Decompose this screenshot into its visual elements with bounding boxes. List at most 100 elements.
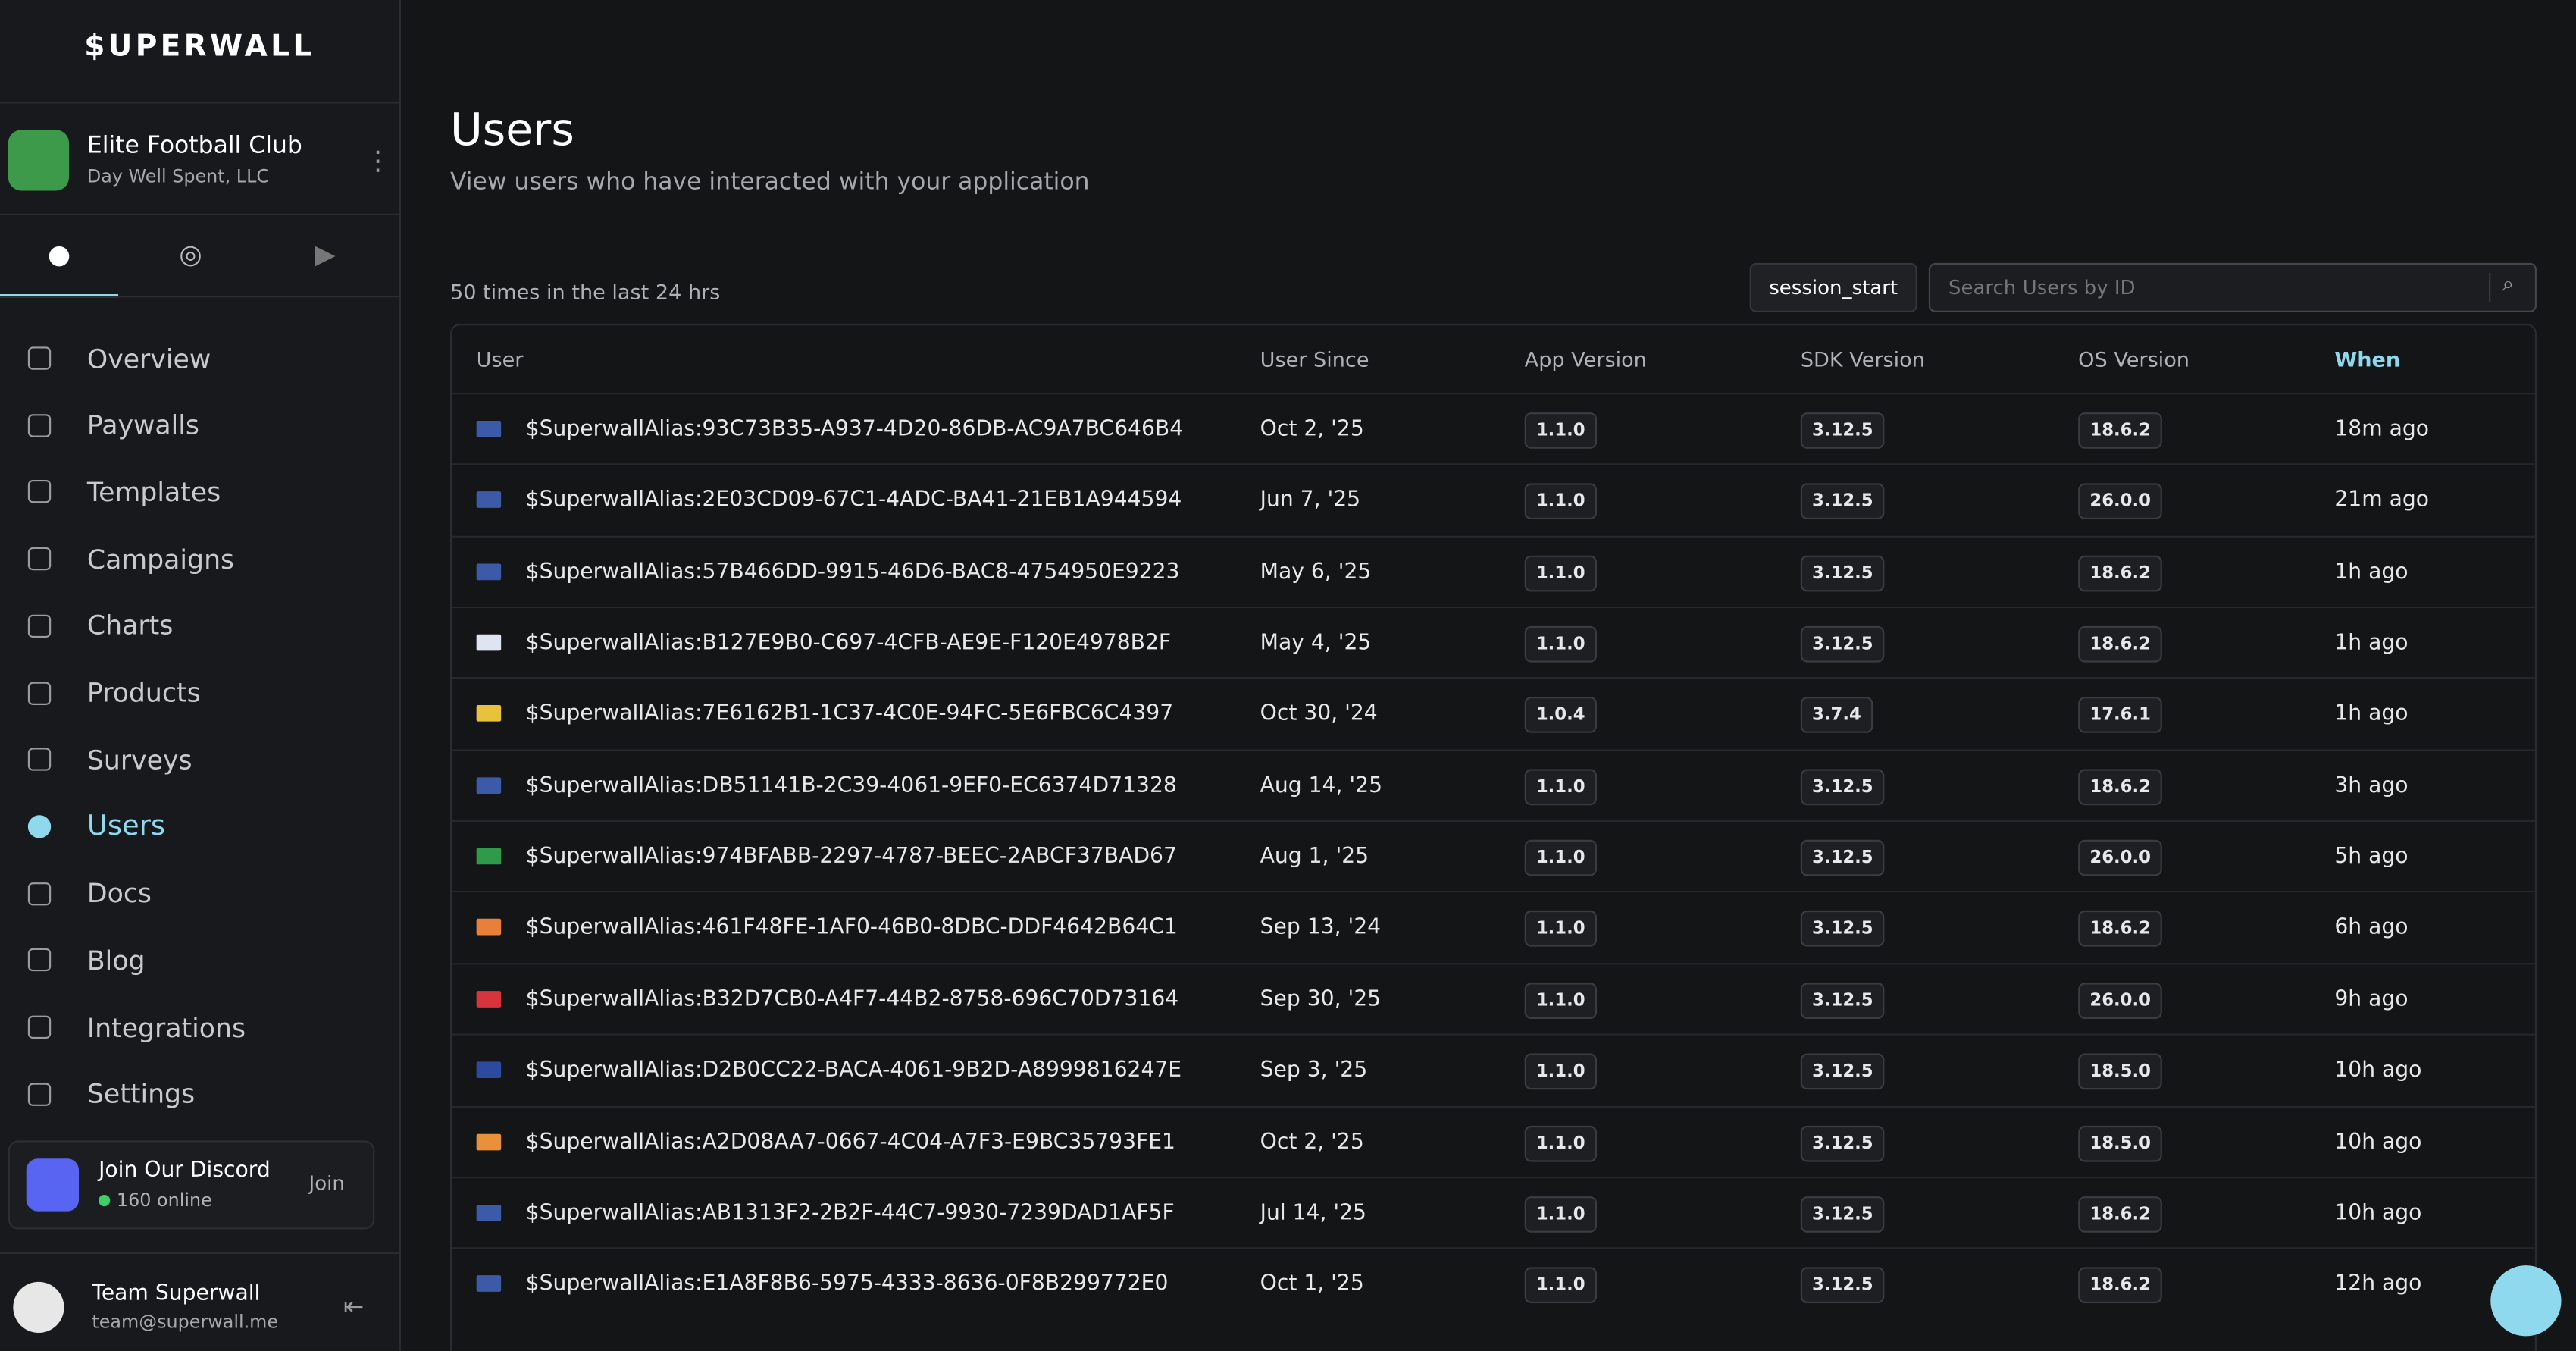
nav-item[interactable]: Blog	[0, 931, 399, 990]
event-filter[interactable]: session_start	[1749, 262, 1917, 312]
logout[interactable]: ⇤	[343, 1291, 365, 1321]
column-header[interactable]: When	[2334, 346, 2401, 371]
version-badge: 18.5.0	[2078, 1124, 2163, 1161]
nav-item[interactable]: Campaigns	[0, 529, 399, 588]
nav-item[interactable]: Products	[0, 663, 399, 723]
nav-label: Products	[86, 677, 201, 709]
table-row[interactable]: $SuperwallAlias:D2B0CC22-BACA-4061-9B2D-…	[452, 1033, 2535, 1106]
version-badge: 1.1.0	[1524, 839, 1597, 876]
user-id: $SuperwallAlias:E1A8F8B6-5975-4333-8636-…	[525, 1272, 1169, 1297]
version-badge: 3.12.5	[1800, 484, 1885, 520]
version-badge: 1.1.0	[1524, 1196, 1597, 1233]
nav-item[interactable]: Settings	[0, 1064, 399, 1124]
discord-join[interactable]: Join	[308, 1171, 345, 1195]
platform-android[interactable]: ▶	[315, 238, 336, 270]
version-badge: 1.1.0	[1524, 626, 1597, 663]
nav-label: Settings	[86, 1078, 196, 1110]
table-row[interactable]: $SuperwallAlias:7E6162B1-1C37-4C0E-94FC-…	[452, 677, 2535, 750]
nav-item[interactable]: Overview	[0, 329, 399, 388]
country-flag	[476, 563, 502, 580]
page-title: Users	[449, 105, 574, 156]
country-flag	[476, 634, 502, 651]
table-row[interactable]: $SuperwallAlias:B32D7CB0-A4F7-44B2-8758-…	[452, 962, 2535, 1035]
user-since: May 4, '25	[1260, 631, 1372, 657]
when: 10h ago	[2334, 1130, 2422, 1155]
table-row[interactable]: $SuperwallAlias:AB1313F2-2B2F-44C7-9930-…	[452, 1176, 2535, 1249]
sidebar: $UPERWALL Elite Football Club Day Well S…	[0, 0, 401, 1351]
nav-label: Blog	[86, 945, 146, 976]
user-since: Jul 14, '25	[1260, 1201, 1367, 1226]
app-name[interactable]: Elite Football Club	[86, 133, 302, 160]
users-table: User User Since App Version SDK Version OS V…	[449, 324, 2537, 1351]
discord-card[interactable]: Join Our Discord 160 online Join	[8, 1140, 375, 1230]
user-id: $SuperwallAlias:D2B0CC22-BACA-4061-9B2D-…	[525, 1058, 1182, 1083]
user-id: $SuperwallAlias:93C73B35-A937-4D20-86DB-…	[525, 417, 1184, 443]
user-id: $SuperwallAlias:B127E9B0-C697-4CFB-AE9E-…	[525, 631, 1172, 657]
nav-item[interactable]: Charts	[0, 596, 399, 655]
version-badge: 18.6.2	[2078, 626, 2163, 663]
nav-icon	[27, 1015, 52, 1039]
platform-ios[interactable]: ●	[0, 215, 119, 298]
version-badge: 3.12.5	[1800, 839, 1885, 876]
version-badge: 3.12.5	[1800, 1124, 1885, 1161]
user-since: Aug 14, '25	[1260, 773, 1383, 798]
avatar	[13, 1281, 64, 1334]
user-since: Sep 13, '24	[1260, 916, 1382, 941]
version-badge: 1.1.0	[1524, 982, 1597, 1019]
version-badge: 3.12.5	[1800, 412, 1885, 449]
search-icon[interactable]: ⌕	[2502, 272, 2515, 298]
version-badge: 3.12.5	[1800, 626, 1885, 663]
when: 1h ago	[2334, 560, 2409, 585]
version-badge: 18.6.2	[2078, 768, 2163, 805]
country-flag	[476, 420, 502, 437]
table-row[interactable]: $SuperwallAlias:2E03CD09-67C1-4ADC-BA41-…	[452, 464, 2535, 536]
table-row[interactable]: $SuperwallAlias:A2D08AA7-0667-4C04-A7F3-…	[452, 1105, 2535, 1177]
column-header: SDK Version	[1800, 346, 1925, 371]
version-badge: 18.6.2	[2078, 412, 2163, 449]
nav-label: Charts	[86, 610, 174, 642]
nav-label: Surveys	[86, 744, 192, 776]
user-id: $SuperwallAlias:461F48FE-1AF0-46B0-8DBC-…	[525, 916, 1178, 941]
search-box[interactable]: Search Users by ID ⌕	[1928, 262, 2537, 312]
chat-button[interactable]	[2490, 1265, 2562, 1337]
country-flag	[476, 776, 502, 794]
nav-item[interactable]: Surveys	[0, 730, 399, 789]
user-since: Oct 30, '24	[1260, 702, 1378, 727]
version-badge: 26.0.0	[2078, 982, 2163, 1019]
user-since: Oct 1, '25	[1260, 1272, 1364, 1297]
nav-icon	[27, 681, 52, 704]
user-id: $SuperwallAlias:A2D08AA7-0667-4C04-A7F3-…	[525, 1130, 1175, 1155]
user-id: $SuperwallAlias:2E03CD09-67C1-4ADC-BA41-…	[525, 488, 1182, 514]
table-row[interactable]: $SuperwallAlias:974BFABB-2297-4787-BEEC-…	[452, 820, 2535, 892]
country-flag	[476, 919, 502, 936]
version-badge: 18.6.2	[2078, 555, 2163, 591]
nav-icon	[27, 480, 52, 504]
column-header: OS Version	[2078, 346, 2189, 371]
nav-label: Docs	[86, 877, 152, 909]
table-row[interactable]: $SuperwallAlias:461F48FE-1AF0-46B0-8DBC-…	[452, 891, 2535, 964]
table-row[interactable]: $SuperwallAlias:DB51141B-2C39-4061-9EF0-…	[452, 748, 2535, 821]
country-flag	[476, 491, 502, 509]
table-row[interactable]: $SuperwallAlias:57B466DD-9915-46D6-BAC8-…	[452, 535, 2535, 607]
app-menu[interactable]: ⋮	[365, 144, 391, 176]
nav-label: Integrations	[86, 1011, 246, 1043]
nav-item[interactable]: Templates	[0, 462, 399, 522]
nav-label: Overview	[86, 342, 211, 375]
user-id: $SuperwallAlias:DB51141B-2C39-4061-9EF0-…	[525, 773, 1177, 798]
table-row[interactable]: $SuperwallAlias:B127E9B0-C697-4CFB-AE9E-…	[452, 606, 2535, 679]
nav-item[interactable]: Paywalls	[0, 396, 399, 455]
event-count: 50 times in the last 24 hrs	[449, 279, 721, 305]
table-row[interactable]: $SuperwallAlias:93C73B35-A937-4D20-86DB-…	[452, 393, 2535, 465]
table-row[interactable]: $SuperwallAlias:E1A8F8B6-5975-4333-8636-…	[452, 1247, 2535, 1320]
when: 18m ago	[2334, 417, 2430, 443]
version-badge: 1.1.0	[1524, 911, 1597, 948]
nav-item[interactable]: Integrations	[0, 998, 399, 1057]
nav-item[interactable]: Users	[0, 797, 399, 856]
when: 1h ago	[2334, 702, 2409, 727]
platform-web[interactable]: ◎	[179, 238, 202, 270]
user-since: Oct 2, '25	[1260, 1130, 1364, 1155]
nav-item[interactable]: Docs	[0, 864, 399, 923]
user-since: Sep 3, '25	[1260, 1058, 1368, 1083]
